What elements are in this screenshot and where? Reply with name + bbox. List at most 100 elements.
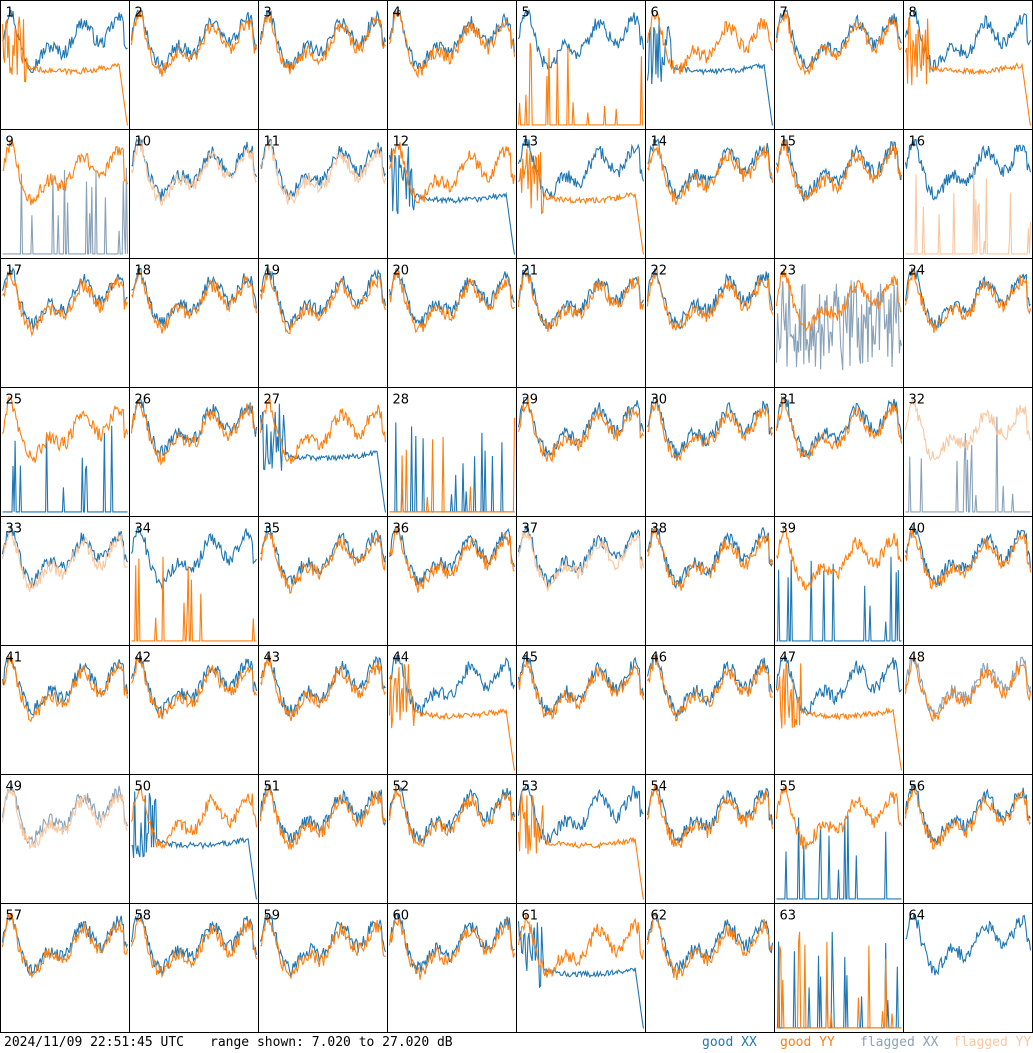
series-yy-24 xyxy=(904,268,1032,333)
panel-label-49: 49 xyxy=(6,780,23,795)
panel-label-45: 45 xyxy=(522,651,539,666)
series-yy-11 xyxy=(259,140,387,205)
panel-frame-7 xyxy=(774,0,904,130)
series-yy-60 xyxy=(388,917,516,980)
panel-label-34: 34 xyxy=(135,522,152,537)
series-yy-15 xyxy=(775,139,903,202)
series-xx-19 xyxy=(259,266,387,331)
series-xx-27 xyxy=(259,403,387,513)
panel-label-54: 54 xyxy=(651,780,668,795)
panel-label-31: 31 xyxy=(780,393,797,408)
series-yy-47 xyxy=(775,663,903,771)
series-xx-20 xyxy=(388,267,515,327)
panel-label-30: 30 xyxy=(651,393,668,408)
panel-label-57: 57 xyxy=(6,909,23,924)
series-yy-36 xyxy=(388,524,515,593)
panel-label-39: 39 xyxy=(780,522,797,537)
series-yy-53 xyxy=(517,791,645,900)
panel-label-4: 4 xyxy=(393,6,401,21)
range-label: range shown: 7.020 to 27.020 dB xyxy=(210,1035,453,1050)
series-xx-41 xyxy=(1,655,129,716)
legend-flagged-yy: flagged YY xyxy=(953,1035,1032,1050)
series-yy-55 xyxy=(775,786,903,850)
panel-label-5: 5 xyxy=(522,6,530,21)
panel-label-20: 20 xyxy=(393,264,410,279)
panel-label-2: 2 xyxy=(135,6,143,21)
panel-label-47: 47 xyxy=(780,651,797,666)
series-yy-42 xyxy=(131,656,258,720)
series-yy-41 xyxy=(1,655,129,723)
series-yy-40 xyxy=(904,528,1032,590)
series-yy-58 xyxy=(130,916,258,979)
series-yy-26 xyxy=(130,398,257,466)
series-yy-18 xyxy=(131,269,258,334)
series-yy-17 xyxy=(2,269,129,338)
panel-label-9: 9 xyxy=(6,135,14,150)
legend-flagged-xx: flagged XX xyxy=(860,1035,939,1050)
panel-label-37: 37 xyxy=(522,522,539,537)
series-yy-33 xyxy=(1,528,128,593)
series-yy-44 xyxy=(388,663,516,771)
panel-label-8: 8 xyxy=(909,6,917,21)
series-xx-39 xyxy=(776,556,902,642)
status-footer: 2024/11/09 22:51:45 UTC range shown: 7.0… xyxy=(0,1033,1033,1053)
panel-label-6: 6 xyxy=(651,6,659,21)
panel-frame-5 xyxy=(516,0,646,130)
series-yy-7 xyxy=(775,12,902,76)
series-yy-28 xyxy=(389,417,516,513)
timestamp-label: 2024/11/09 22:51:45 UTC xyxy=(4,1035,185,1050)
panel-frame-4 xyxy=(387,0,517,130)
panel-label-64: 64 xyxy=(909,909,926,924)
panel-label-27: 27 xyxy=(264,393,281,408)
panel-label-10: 10 xyxy=(135,135,152,150)
panel-label-38: 38 xyxy=(651,522,668,537)
series-xx-9 xyxy=(2,167,129,255)
series-xx-50 xyxy=(131,791,258,900)
series-xx-53 xyxy=(517,783,644,846)
series-xx-12 xyxy=(388,146,516,255)
panel-label-42: 42 xyxy=(135,651,152,666)
series-yy-23 xyxy=(775,268,902,333)
legend-good-xx: good XX xyxy=(702,1035,757,1050)
series-xx-2 xyxy=(130,9,258,72)
panel-label-52: 52 xyxy=(393,780,410,795)
panel-label-62: 62 xyxy=(651,909,668,924)
series-xx-1 xyxy=(2,9,128,74)
series-yy-39 xyxy=(776,525,902,591)
series-yy-63 xyxy=(776,931,902,1029)
series-yy-46 xyxy=(647,654,773,722)
panel-label-43: 43 xyxy=(264,651,281,666)
series-yy-45 xyxy=(517,656,645,720)
series-xx-57 xyxy=(1,913,128,976)
panel-label-36: 36 xyxy=(393,522,410,537)
panel-label-59: 59 xyxy=(264,909,281,924)
panel-label-24: 24 xyxy=(909,264,926,279)
series-xx-38 xyxy=(646,525,774,589)
panel-label-15: 15 xyxy=(780,135,797,150)
panel-label-60: 60 xyxy=(393,909,410,924)
series-yy-5 xyxy=(517,42,644,126)
series-yy-21 xyxy=(517,270,645,333)
series-yy-16 xyxy=(905,169,1032,255)
panel-label-35: 35 xyxy=(264,522,281,537)
series-yy-14 xyxy=(646,145,774,205)
series-xx-36 xyxy=(388,525,516,586)
panel-label-26: 26 xyxy=(135,393,152,408)
panel-label-11: 11 xyxy=(264,135,281,150)
series-yy-43 xyxy=(260,655,386,722)
panel-label-21: 21 xyxy=(522,264,539,279)
series-yy-31 xyxy=(775,396,903,461)
series-yy-56 xyxy=(904,787,1031,850)
series-xx-16 xyxy=(904,138,1032,201)
panel-label-23: 23 xyxy=(780,264,797,279)
panel-label-18: 18 xyxy=(135,264,152,279)
series-xx-44 xyxy=(389,654,516,717)
series-yy-35 xyxy=(259,532,387,594)
panel-label-7: 7 xyxy=(780,6,788,21)
series-xx-58 xyxy=(130,912,258,976)
series-yy-22 xyxy=(646,267,774,331)
legend-good-yy: good YY xyxy=(780,1035,835,1050)
series-yy-1 xyxy=(1,16,129,126)
series-yy-38 xyxy=(647,526,774,591)
panel-label-14: 14 xyxy=(651,135,668,150)
